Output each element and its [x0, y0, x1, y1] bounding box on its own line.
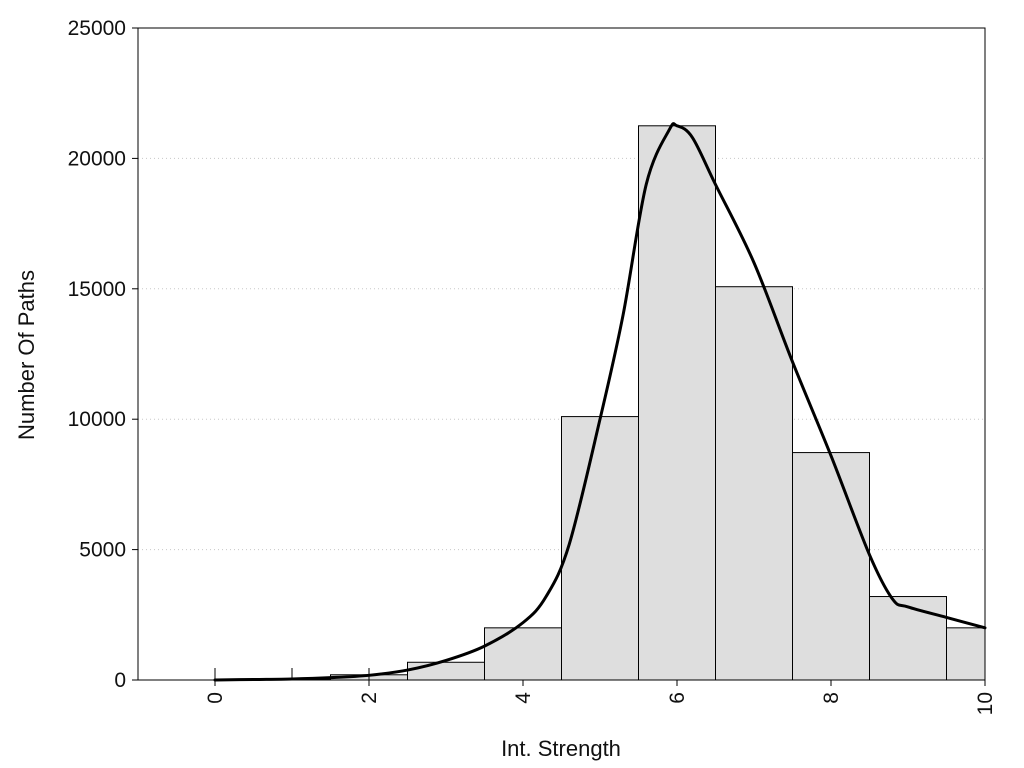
bar-10 — [946, 627, 986, 681]
y-tick-labels: 0 5000 10000 15000 20000 25000 — [68, 17, 126, 692]
histogram-bars — [253, 125, 986, 681]
y-tick-label-10000: 10000 — [68, 408, 126, 431]
plot-frame — [137, 27, 986, 681]
y-tick-label-5000: 5000 — [79, 539, 126, 562]
y-tick-label-20000: 20000 — [68, 147, 126, 170]
axis-ticks — [132, 27, 986, 686]
x-tick-label-4: 4 — [512, 692, 535, 704]
bar-8 — [792, 452, 870, 681]
x-tick-labels: 0 2 4 6 8 10 — [204, 692, 997, 716]
bar-9 — [869, 596, 947, 681]
density-curve — [213, 122, 987, 682]
y-tick-label-25000: 25000 — [68, 17, 126, 40]
bar-3 — [407, 661, 485, 681]
bar-6 — [638, 125, 716, 681]
x-tick-label-0: 0 — [204, 692, 227, 704]
density-curve-layer — [213, 122, 987, 682]
x-axis-title: Int. Strength — [501, 736, 621, 761]
bar-7 — [715, 286, 793, 681]
x-tick-label-6: 6 — [666, 692, 689, 704]
x-tick-label-10: 10 — [974, 692, 997, 715]
x-tick-label-8: 8 — [820, 692, 843, 704]
bar-4 — [484, 627, 562, 681]
y-tick-label-15000: 15000 — [68, 278, 126, 301]
y-tick-label-0: 0 — [114, 669, 126, 692]
x-tick-label-2: 2 — [358, 692, 381, 704]
y-axis-title: Number Of Paths — [14, 270, 39, 440]
bar-5 — [561, 416, 639, 681]
